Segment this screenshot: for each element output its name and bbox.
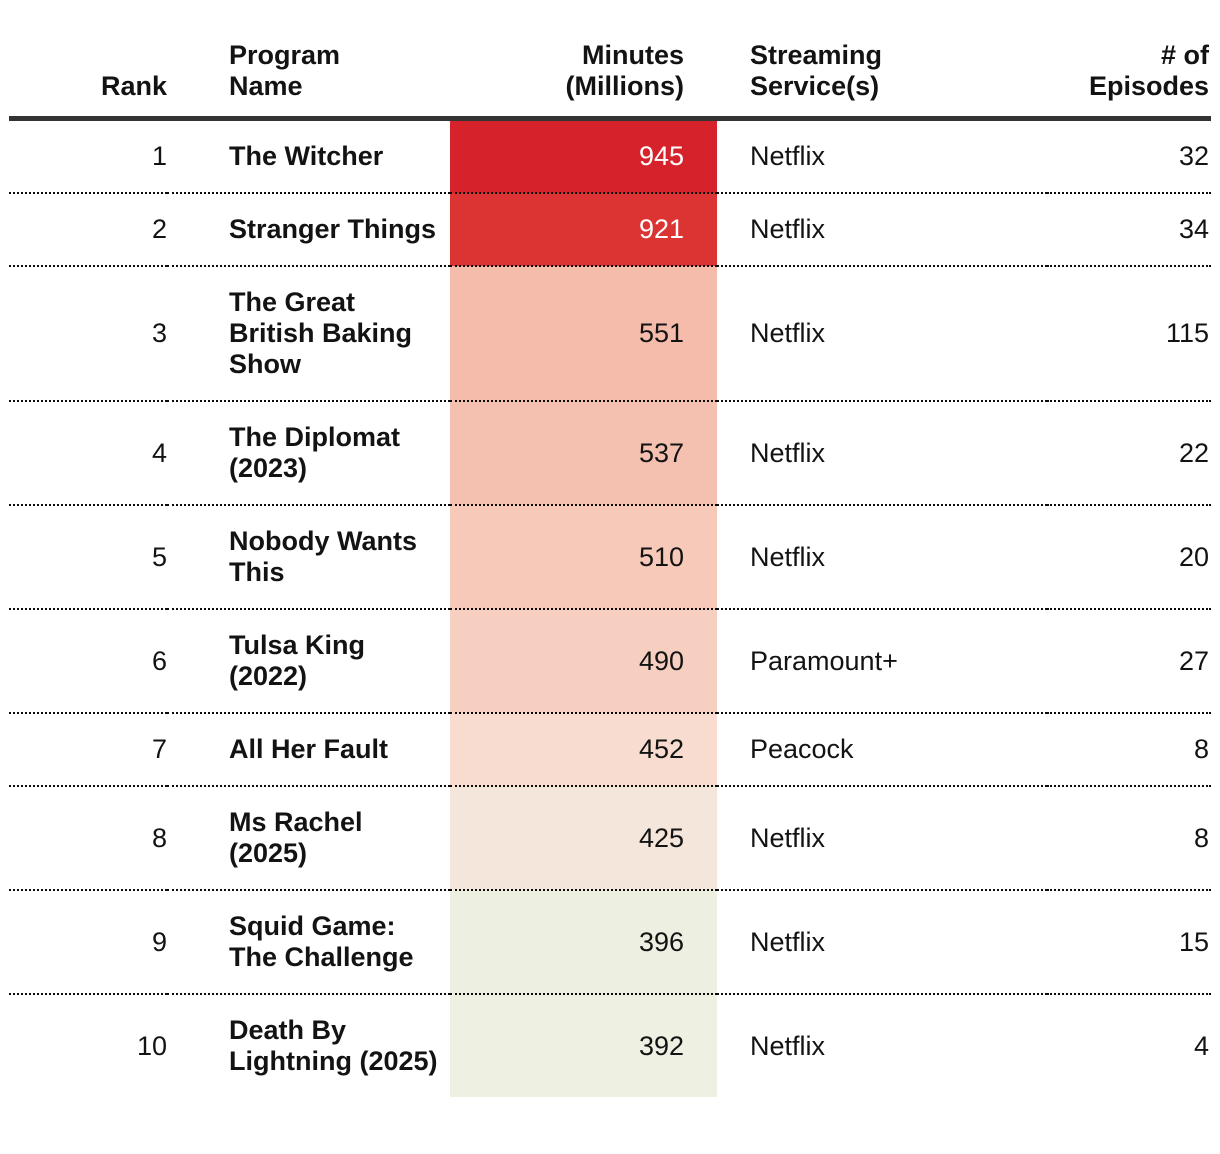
rank-cell: 6: [9, 608, 167, 713]
rank-column-header: Rank: [9, 0, 167, 121]
table-row: 4 The Diplomat (2023) 537 Netflix 22: [9, 400, 1211, 505]
minutes-heatmap-cell: 490: [450, 608, 717, 713]
episodes-cell: 22: [1047, 400, 1211, 505]
program-name-column-header: Program Name: [167, 0, 450, 121]
streaming-service-cell: Netflix: [717, 192, 1047, 266]
program-name-cell: Tulsa King (2022): [167, 608, 450, 713]
streaming-service-cell: Netflix: [717, 504, 1047, 609]
minutes-heatmap-cell: 392: [450, 993, 717, 1097]
table-row: 10 Death By Lightning (2025) 392 Netflix…: [9, 993, 1211, 1097]
episodes-column-header: # of Episodes: [1047, 0, 1211, 121]
minutes-heatmap-cell: 452: [450, 712, 717, 786]
minutes-heatmap-cell: 510: [450, 504, 717, 609]
minutes-column-header: Minutes (Millions): [450, 0, 717, 121]
table-row: 9 Squid Game: The Challenge 396 Netflix …: [9, 889, 1211, 994]
episodes-cell: 4: [1047, 993, 1211, 1097]
rank-cell: 7: [9, 712, 167, 786]
rank-cell: 8: [9, 785, 167, 890]
streaming-service-cell: Netflix: [717, 993, 1047, 1097]
streaming-service-cell: Netflix: [717, 785, 1047, 890]
rank-cell: 5: [9, 504, 167, 609]
header-row: Rank Program Name Minutes (Millions) Str…: [9, 0, 1211, 121]
streaming-service-cell: Peacock: [717, 712, 1047, 786]
streaming-rankings-table: Rank Program Name Minutes (Millions) Str…: [9, 0, 1211, 1097]
minutes-heatmap-cell: 396: [450, 889, 717, 994]
streaming-service-cell: Paramount+: [717, 608, 1047, 713]
episodes-cell: 34: [1047, 192, 1211, 266]
rank-cell: 9: [9, 889, 167, 994]
episodes-cell: 27: [1047, 608, 1211, 713]
table-row: 8 Ms Rachel (2025) 425 Netflix 8: [9, 785, 1211, 890]
rank-cell: 1: [151, 141, 167, 171]
episodes-cell: 8: [1047, 785, 1211, 890]
rank-cell: 2: [9, 192, 167, 266]
program-name-cell: Nobody Wants This: [167, 504, 450, 609]
program-name-cell: Squid Game: The Challenge: [167, 889, 450, 994]
minutes-heatmap-cell: 551: [450, 265, 717, 401]
episodes-cell: 20: [1047, 504, 1211, 609]
program-name-cell: The Witcher: [229, 141, 384, 171]
program-name-cell: Stranger Things: [167, 192, 450, 266]
program-name-cell: All Her Fault: [167, 712, 450, 786]
program-name-cell: The Great British Baking Show: [167, 265, 450, 401]
episodes-cell: 32: [1178, 141, 1209, 171]
program-name-cell: Death By Lightning (2025): [167, 993, 450, 1097]
rank-cell: 4: [9, 400, 167, 505]
program-name-cell: Ms Rachel (2025): [167, 785, 450, 890]
streaming-service-cell: Netflix: [717, 400, 1047, 505]
table-row: 5 Nobody Wants This 510 Netflix 20: [9, 504, 1211, 609]
episodes-cell: 8: [1047, 712, 1211, 786]
minutes-heatmap-cell: 945: [450, 118, 717, 193]
streaming-service-cell: Netflix: [717, 889, 1047, 994]
episodes-cell: 15: [1047, 889, 1211, 994]
program-name-cell: The Diplomat (2023): [167, 400, 450, 505]
minutes-heatmap-cell: 537: [450, 400, 717, 505]
table-row: 3 The Great British Baking Show 551 Netf…: [9, 265, 1211, 401]
table-row: 1 The Witcher 945 Netflix 32: [9, 118, 1211, 193]
rank-cell: 10: [9, 993, 167, 1097]
table-row: 6 Tulsa King (2022) 490 Paramount+ 27: [9, 608, 1211, 713]
table-body: 1 The Witcher 945 Netflix 32 2 Stranger …: [9, 118, 1211, 1097]
streaming-service-column-header: Streaming Service(s): [717, 0, 1047, 121]
streaming-service-cell: Netflix: [717, 265, 1047, 401]
table-header: Rank Program Name Minutes (Millions) Str…: [9, 0, 1211, 121]
minutes-heatmap-cell: 921: [450, 192, 717, 266]
rank-cell: 3: [9, 265, 167, 401]
table-row: 2 Stranger Things 921 Netflix 34: [9, 192, 1211, 266]
streaming-service-cell: Netflix: [750, 141, 826, 171]
table-row: 7 All Her Fault 452 Peacock 8: [9, 712, 1211, 786]
episodes-cell: 115: [1047, 265, 1211, 401]
minutes-heatmap-cell: 425: [450, 785, 717, 890]
